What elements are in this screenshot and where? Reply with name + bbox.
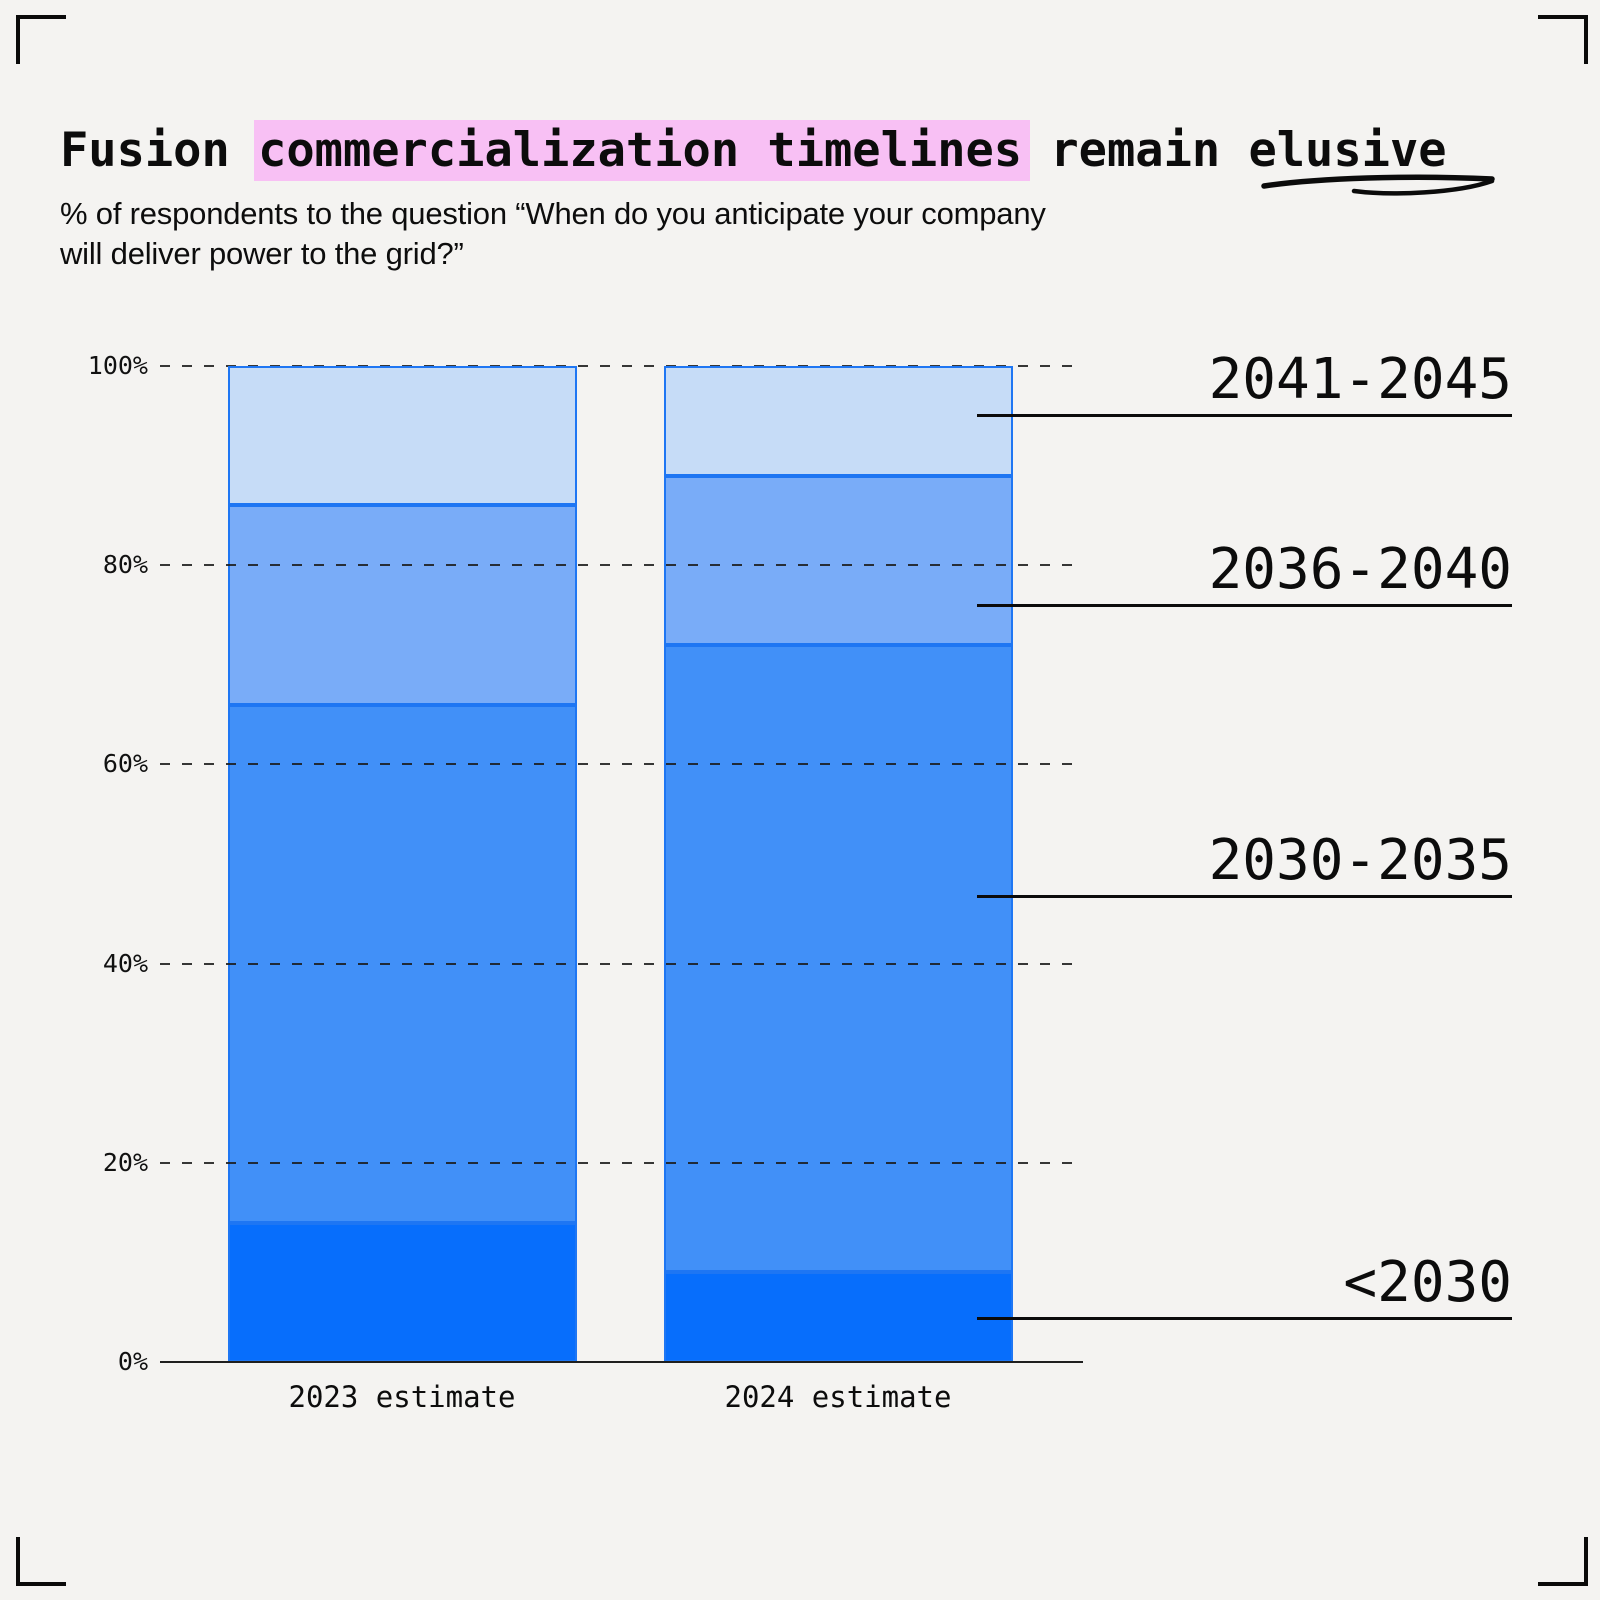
- gridline-100%: [160, 365, 1083, 367]
- legend-leader-line: [977, 414, 1512, 417]
- corner-mark-top-left: [16, 15, 66, 64]
- legend-label-2036-2040: 2036-2040: [1208, 537, 1512, 602]
- legend-leader-line: [977, 604, 1512, 607]
- subtitle-line-1: % of respondents to the question “When d…: [60, 196, 1046, 231]
- gridline-60%: [160, 763, 1083, 766]
- bar-segment-2041-2045: [664, 366, 1013, 476]
- bar-segment-2036-2040: [228, 505, 577, 705]
- legend-label-2030: <2030: [1343, 1250, 1512, 1315]
- x-axis-line: [160, 1361, 1083, 1363]
- bar-segment-2030: [228, 1222, 577, 1362]
- bar-segment-2030-2035: [664, 644, 1013, 1273]
- category-label: 2023 estimate: [288, 1380, 516, 1414]
- title-underlined-word: elusive: [1248, 118, 1496, 196]
- chart-subtitle: % of respondents to the question “When d…: [60, 194, 1046, 274]
- category-label: 2024 estimate: [724, 1380, 952, 1414]
- bar-segment-2036-2040: [664, 475, 1013, 645]
- hand-drawn-underline-icon: [1261, 174, 1496, 196]
- title-plain-lead: Fusion: [60, 123, 230, 178]
- page-title: Fusion commercialization timelines remai…: [60, 118, 1560, 196]
- y-tick-label: 40%: [102, 948, 148, 978]
- legend-leader-line: [977, 895, 1512, 898]
- bar-2023-estimate: [228, 366, 577, 1362]
- title-plain-mid: remain: [1050, 123, 1221, 178]
- bar-segment-2030: [664, 1272, 1013, 1362]
- y-tick-label: 60%: [102, 749, 148, 779]
- y-tick-label: 100%: [87, 351, 148, 380]
- y-tick-label: 80%: [102, 550, 148, 580]
- corner-mark-bottom-right: [1538, 1537, 1588, 1586]
- y-tick-label: 0%: [117, 1347, 148, 1376]
- legend-leader-line: [977, 1317, 1512, 1320]
- subtitle-line-2: will deliver power to the grid?”: [60, 236, 464, 271]
- legend-label-2041-2045: 2041-2045: [1208, 347, 1512, 412]
- y-tick-label: 20%: [102, 1147, 148, 1177]
- corner-mark-top-right: [1538, 15, 1588, 64]
- bar-segment-2041-2045: [228, 366, 577, 506]
- corner-mark-bottom-left: [16, 1537, 66, 1586]
- legend-label-2030-2035: 2030-2035: [1208, 828, 1512, 893]
- gridline-20%: [160, 1161, 1083, 1164]
- title-highlighted-text: commercialization timelines: [254, 120, 1031, 181]
- gridline-40%: [160, 962, 1083, 965]
- bar-2024-estimate: [664, 366, 1013, 1362]
- gridline-80%: [160, 564, 1083, 567]
